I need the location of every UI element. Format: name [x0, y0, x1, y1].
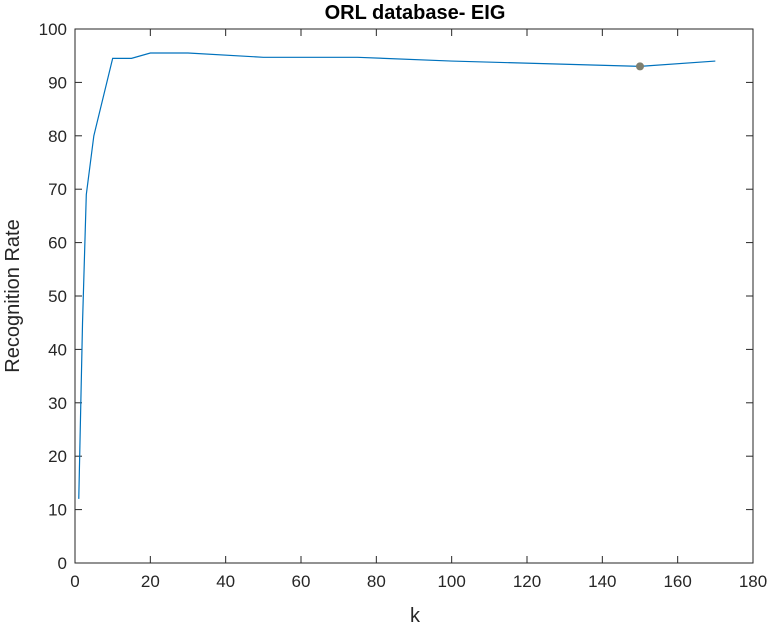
x-tick-label: 100 [437, 572, 465, 591]
y-tick-label: 40 [48, 340, 67, 359]
y-tick-label: 50 [48, 287, 67, 306]
y-tick-label: 20 [48, 447, 67, 466]
x-tick-label: 60 [292, 572, 311, 591]
series-line [78, 52, 716, 499]
x-axis-label: k [410, 605, 421, 625]
x-tick-label: 80 [367, 572, 386, 591]
x-tick-label: 160 [663, 572, 691, 591]
x-tick-label: 180 [739, 572, 767, 591]
x-tick-label: 40 [216, 572, 235, 591]
y-tick-label: 60 [48, 234, 67, 253]
y-tick-label: 30 [48, 394, 67, 413]
y-tick-label: 70 [48, 180, 67, 199]
ticks-layer: 0 20 40 60 80 100 120 140 160 180 0 10 20 30 40 50 60 70 8… [39, 20, 768, 591]
y-tick-label: 100 [39, 20, 67, 39]
y-axis-label: Recognition Rate [2, 219, 24, 372]
x-tick-label: 0 [70, 572, 79, 591]
y-tick-label: 10 [48, 501, 67, 520]
x-tick-label: 20 [141, 572, 160, 591]
x-tick-label: 120 [513, 572, 541, 591]
y-tick-label: 0 [58, 554, 67, 573]
chart-title: ORL database- EIG [325, 2, 506, 24]
series-layer [78, 52, 716, 499]
axes-background [75, 29, 753, 563]
y-tick-label: 90 [48, 73, 67, 92]
axes-box [74, 28, 754, 564]
x-tick-label: 140 [588, 572, 616, 591]
y-tick-label: 80 [48, 127, 67, 146]
highlight-point [636, 62, 644, 71]
